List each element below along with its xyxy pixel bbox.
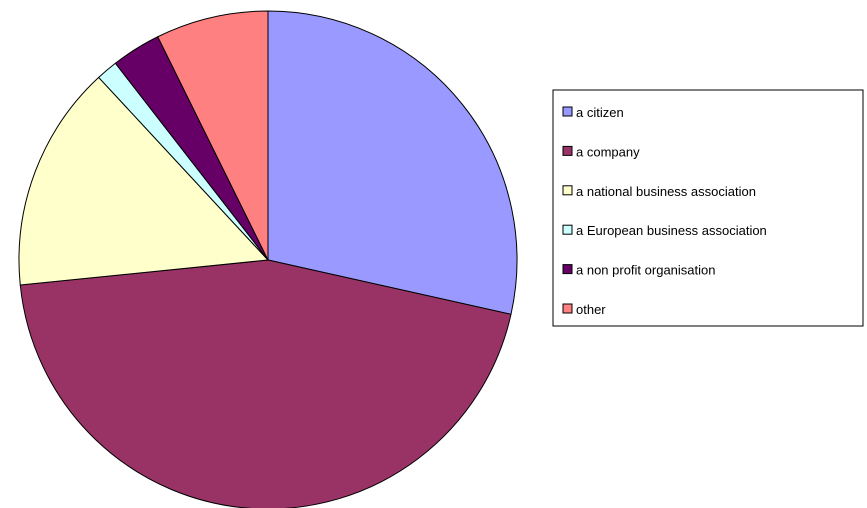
legend-swatch-4 bbox=[562, 264, 573, 275]
pie-slices bbox=[18, 10, 518, 508]
legend-label-3: a European business association bbox=[576, 223, 767, 238]
pie-slice-2 bbox=[18, 76, 270, 286]
legend-label-1: a company bbox=[576, 144, 640, 159]
legend-label-4: a non profit organisation bbox=[576, 263, 715, 278]
pie-slice-5 bbox=[157, 10, 269, 261]
pie-slice-1 bbox=[19, 259, 512, 508]
legend-box bbox=[552, 89, 864, 327]
legend-label-5: other bbox=[576, 302, 606, 317]
legend-swatch-0 bbox=[562, 106, 573, 117]
legend-swatch-5 bbox=[562, 303, 573, 314]
legend-swatch-2 bbox=[562, 185, 573, 196]
legend-swatch-3 bbox=[562, 224, 573, 235]
legend-swatch-1 bbox=[562, 145, 573, 156]
legend-label-0: a citizen bbox=[576, 105, 624, 120]
pie-slice-0 bbox=[267, 10, 518, 315]
legend-label-2: a national business association bbox=[576, 184, 756, 199]
legend: a citizen a company a national business as… bbox=[552, 89, 864, 327]
